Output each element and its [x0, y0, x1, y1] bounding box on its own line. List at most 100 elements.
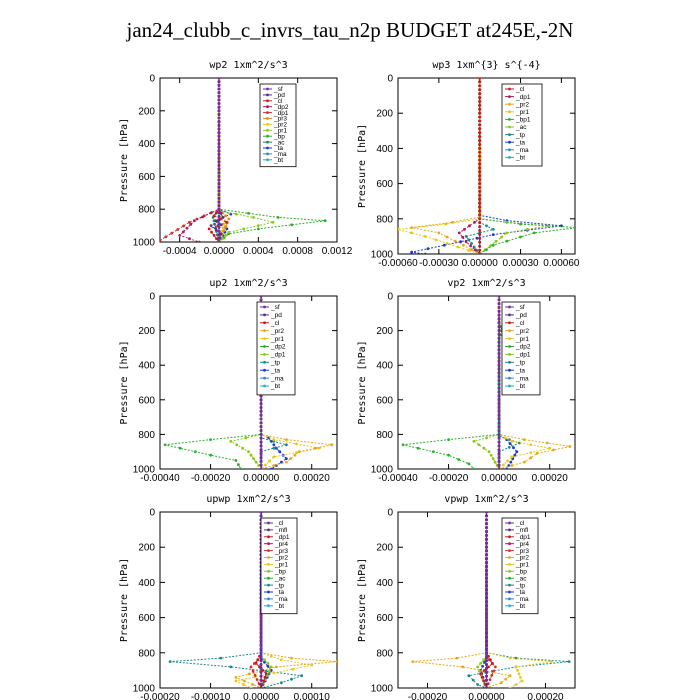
- series-point-dp1: [254, 662, 258, 665]
- series-point-tp: [464, 235, 468, 238]
- legend-marker: [508, 133, 511, 137]
- series-point-cl: [485, 541, 488, 545]
- series-point-cl: [485, 643, 488, 647]
- panel-5: upwp 1xm^2/s^3 Pressure [hPa] 0 200 400 600 80…: [119, 494, 338, 700]
- legend-marker: [263, 305, 266, 309]
- legend-label: _pr1: [515, 336, 529, 343]
- series-point-bp: [269, 665, 273, 669]
- series-point-sf: [497, 333, 501, 336]
- series-point-ta: [426, 247, 430, 251]
- series-point-pr3: [492, 669, 495, 673]
- legend-marker: [508, 118, 511, 121]
- series-point-sf: [217, 145, 221, 149]
- y-tick-label: 600: [138, 172, 155, 183]
- series-point-ta: [505, 467, 509, 469]
- x-tick-label: -0.00040: [140, 473, 180, 484]
- series-point-pr1: [548, 446, 552, 450]
- panel-2: wp3 1xm^{3} s^{-4} Pressure [hPa] 0 200 400 6…: [357, 60, 580, 269]
- series-point-cl: [485, 577, 488, 580]
- x-tick-label: 0.00000: [243, 692, 280, 700]
- y-tick-label: 1000: [133, 684, 156, 695]
- series-point-sf: [217, 233, 221, 237]
- series-point-ta: [459, 240, 462, 244]
- series-point-dp1: [468, 224, 471, 228]
- series-point-dp1: [463, 228, 466, 231]
- series-point-pr1: [467, 249, 471, 252]
- series-point-pr3: [494, 665, 497, 669]
- series-point-bp: [247, 211, 250, 215]
- series-point-cl: [478, 240, 482, 244]
- series-point-pr2: [535, 452, 539, 455]
- series-point-dp2: [182, 230, 185, 234]
- y-tick-label: 800: [138, 430, 155, 441]
- series-point-pr2: [504, 677, 508, 681]
- y-tick-label: 200: [138, 326, 155, 337]
- legend-marker: [266, 128, 269, 132]
- series-point-dp1: [479, 672, 482, 676]
- series-point-dp1: [235, 443, 239, 447]
- legend-label: _cl: [515, 320, 525, 327]
- series-point-dp2: [416, 446, 420, 450]
- panel-title: wp2 1xm^2/s^3: [209, 60, 287, 71]
- series-point-cl: [478, 182, 482, 186]
- series-point-pr1: [508, 686, 512, 688]
- series-point-sf: [217, 189, 221, 193]
- series-point-pd: [209, 224, 213, 228]
- series-point-sf: [217, 204, 221, 208]
- series-point-sf: [497, 302, 501, 306]
- series-point-cl: [478, 225, 482, 229]
- series-point-sf: [497, 429, 501, 432]
- series-point-cl: [485, 592, 488, 596]
- series-point-pr2: [221, 226, 225, 230]
- legend-marker: [508, 542, 511, 546]
- series-point-cl: [485, 686, 488, 688]
- series-point-sf: [497, 386, 501, 390]
- y-tick-label: 200: [376, 109, 393, 120]
- legend-label: _pr2: [270, 328, 284, 335]
- series-point-dp1: [188, 220, 191, 224]
- legend-marker: [508, 337, 511, 340]
- series-point-tp: [470, 242, 473, 245]
- series-point-sf: [259, 296, 263, 298]
- series-point-sf: [217, 127, 221, 131]
- series-point-pr3: [251, 669, 255, 673]
- panel-title: vpwp 1xm^2/s^3: [444, 494, 528, 505]
- series-point-sf: [259, 463, 263, 467]
- legend-marker: [266, 152, 269, 156]
- series-point-sf: [217, 207, 221, 211]
- legend-marker: [266, 158, 269, 162]
- series-point-pr2: [510, 464, 514, 467]
- series-point-cl: [485, 616, 488, 619]
- series-point-pr1: [510, 455, 514, 459]
- series-point-dp1: [489, 453, 493, 457]
- series-point-pr2: [293, 453, 297, 457]
- series-point-cl: [485, 522, 488, 526]
- legend-marker: [266, 134, 269, 138]
- legend-label: _ac: [515, 575, 527, 582]
- series-point-pr1: [514, 683, 518, 686]
- y-tick-label: 1000: [371, 684, 394, 695]
- series-point-dp2: [194, 450, 197, 454]
- series-point-cl: [259, 671, 263, 674]
- series-point-sf: [259, 406, 263, 409]
- series-point-sf: [497, 383, 501, 386]
- series-point-dp1: [485, 436, 488, 440]
- legend-label: _pr2: [273, 122, 287, 129]
- series-point-cl: [259, 659, 263, 662]
- series-point-cl: [259, 682, 263, 686]
- y-tick-label: 400: [138, 578, 155, 589]
- legend-marker: [266, 123, 269, 126]
- series-point-cl: [478, 147, 482, 150]
- series-point-tp: [300, 674, 303, 678]
- series-point-dp1: [491, 457, 495, 460]
- series-point-pr2: [552, 448, 555, 452]
- series-point-cl: [485, 526, 488, 529]
- series-point-dp1: [160, 239, 162, 242]
- series-point-cl: [485, 659, 488, 662]
- series-point-cl: [259, 624, 263, 627]
- series-point-cl: [485, 655, 488, 659]
- series-point-sf: [259, 444, 263, 448]
- series-point-cl: [485, 584, 488, 588]
- series-point-cl: [478, 139, 482, 143]
- series-point-pr2: [242, 679, 246, 683]
